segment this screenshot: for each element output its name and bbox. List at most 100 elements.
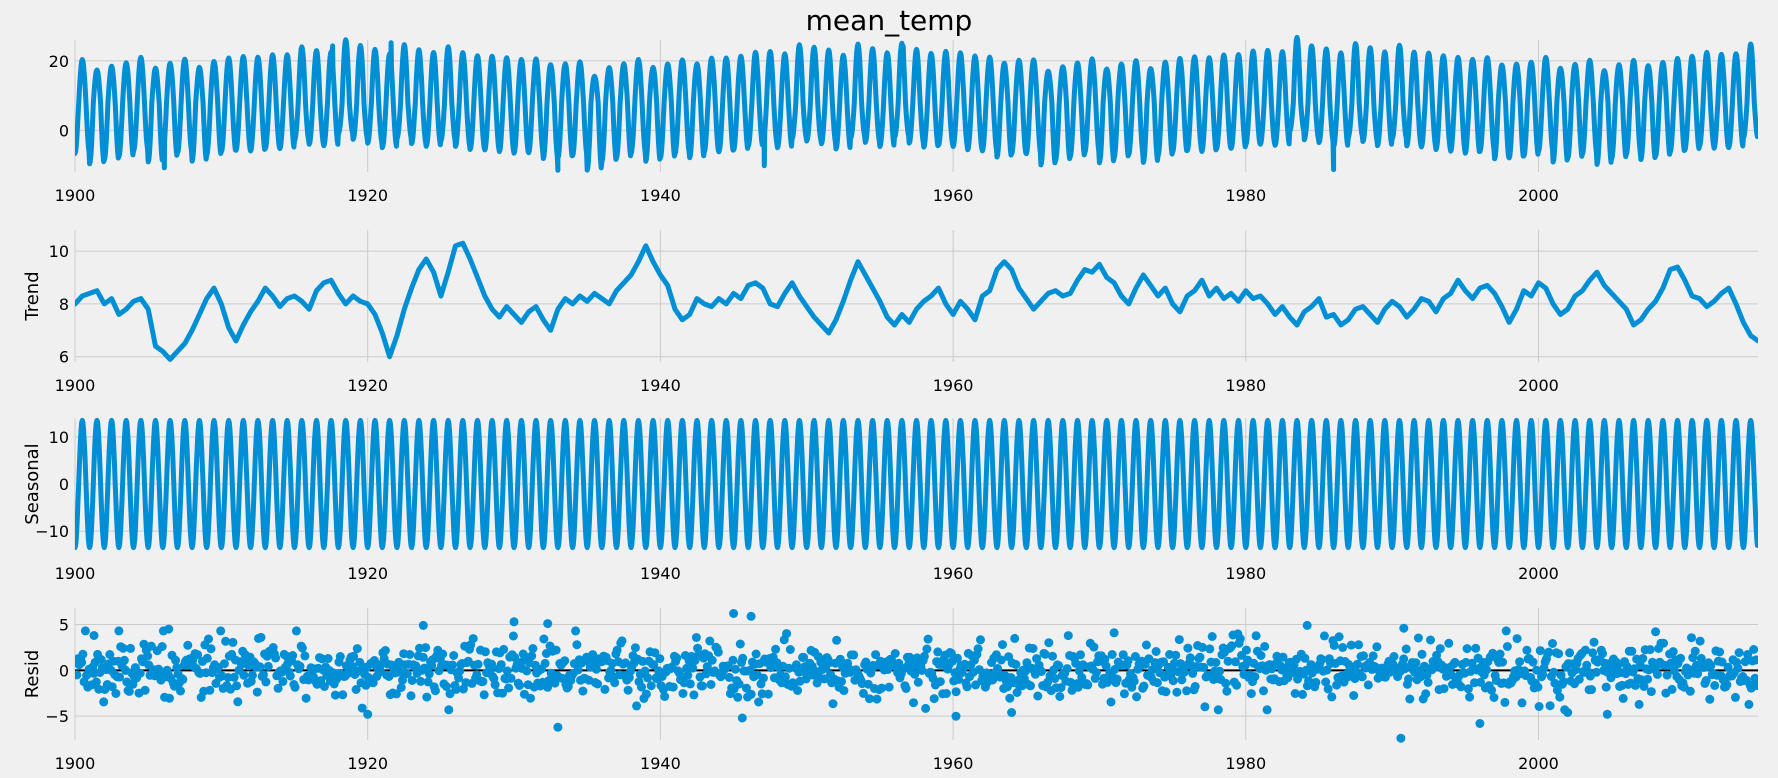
- resid-point: [872, 694, 882, 704]
- resid-point: [1740, 657, 1750, 667]
- resid-point: [256, 632, 266, 642]
- resid-point: [1327, 692, 1337, 702]
- resid-point: [165, 693, 174, 703]
- resid-point: [637, 682, 646, 692]
- resid-point: [107, 682, 117, 692]
- resid-point: [1471, 643, 1481, 653]
- resid-point: [766, 663, 776, 673]
- resid-point: [828, 699, 838, 709]
- resid-point: [1549, 667, 1559, 677]
- resid-point: [1329, 640, 1339, 650]
- resid-point: [640, 666, 650, 676]
- resid-point: [1752, 681, 1758, 691]
- resid-point: [1332, 680, 1342, 690]
- resid-point: [1639, 682, 1649, 691]
- x-tick-label: 1900: [55, 564, 96, 583]
- resid-point: [1528, 657, 1538, 667]
- y-tick-label: −10: [35, 522, 69, 541]
- chart-title: mean_temp: [806, 4, 973, 37]
- resid-point: [1545, 701, 1555, 711]
- resid-point: [1750, 673, 1758, 683]
- resid-point: [1050, 674, 1060, 683]
- resid-point: [1055, 692, 1065, 701]
- resid-point: [1317, 655, 1327, 665]
- resid-point: [363, 709, 373, 719]
- resid-point: [735, 639, 745, 649]
- resid-point: [1363, 680, 1373, 690]
- resid-point: [988, 675, 998, 685]
- resid-point: [1734, 648, 1744, 658]
- resid-point: [1423, 677, 1433, 687]
- resid-point: [183, 640, 193, 650]
- resid-point: [865, 694, 874, 704]
- resid-point: [506, 673, 516, 683]
- resid-point: [1475, 719, 1485, 728]
- resid-point: [1701, 676, 1711, 685]
- resid-point: [1563, 708, 1573, 717]
- resid-point: [380, 646, 390, 655]
- resid-point: [171, 655, 181, 665]
- resid-point: [650, 648, 660, 658]
- resid-point: [528, 644, 538, 653]
- resid-point: [729, 609, 739, 618]
- x-tick-label: 1900: [55, 754, 96, 773]
- resid-point: [1589, 637, 1599, 647]
- resid-point: [418, 652, 428, 662]
- resid-point: [1054, 661, 1064, 670]
- resid-point: [1565, 648, 1575, 658]
- resid-point: [1413, 633, 1423, 643]
- resid-point: [261, 677, 271, 687]
- resid-point: [1489, 693, 1499, 702]
- x-tick-label: 1920: [347, 186, 388, 205]
- y-tick-label: 6: [59, 348, 69, 367]
- resid-point: [1222, 686, 1232, 696]
- resid-point: [527, 651, 537, 661]
- resid-point: [929, 694, 939, 704]
- resid-point: [1028, 644, 1038, 653]
- resid-point: [998, 640, 1007, 650]
- resid-point: [1456, 682, 1466, 692]
- resid-point: [951, 711, 961, 721]
- resid-point: [487, 659, 496, 669]
- resid-point: [423, 677, 433, 687]
- resid-point: [119, 655, 129, 665]
- resid-point: [1290, 689, 1300, 698]
- resid-point: [1063, 631, 1073, 641]
- resid-point: [1174, 635, 1184, 645]
- resid-point: [118, 643, 128, 653]
- x-tick-label: 1940: [640, 376, 681, 395]
- x-tick-label: 1980: [1225, 754, 1266, 773]
- resid-point: [941, 689, 951, 698]
- resid-point: [1161, 687, 1171, 697]
- resid-point: [553, 722, 563, 732]
- resid-point: [954, 675, 964, 684]
- resid-point: [1685, 686, 1695, 696]
- resid-point: [1651, 627, 1661, 637]
- resid-point: [77, 657, 87, 667]
- resid-point: [909, 698, 918, 708]
- resid-point: [1591, 667, 1601, 677]
- resid-point: [1618, 693, 1628, 703]
- resid-point: [1185, 653, 1195, 663]
- resid-point: [952, 653, 962, 663]
- resid-point: [1552, 685, 1562, 695]
- resid-point: [422, 692, 432, 702]
- resid-point: [835, 654, 845, 664]
- resid-point: [946, 648, 956, 658]
- resid-point: [1659, 638, 1668, 648]
- resid-point: [1205, 644, 1215, 654]
- resid-point: [543, 682, 553, 692]
- resid-point: [646, 681, 656, 691]
- resid-point: [858, 688, 868, 698]
- resid-point: [1638, 654, 1648, 663]
- resid-point: [976, 635, 985, 645]
- resid-point: [1717, 657, 1727, 667]
- x-tick-label: 1920: [347, 376, 388, 395]
- resid-point: [451, 684, 461, 694]
- y-tick-label: 8: [59, 295, 69, 314]
- resid-point: [1352, 659, 1362, 669]
- resid-point: [1182, 686, 1192, 696]
- resid-point: [901, 684, 911, 693]
- resid-point: [713, 647, 723, 657]
- resid-point: [1223, 656, 1233, 666]
